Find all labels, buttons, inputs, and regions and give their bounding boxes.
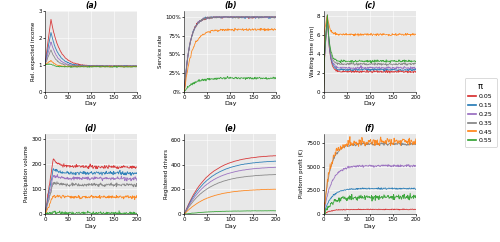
Title: (d): (d) [85,124,98,133]
Title: (b): (b) [224,1,236,10]
X-axis label: Day: Day [85,101,98,106]
X-axis label: Day: Day [224,224,236,229]
Title: (a): (a) [85,1,97,10]
X-axis label: Day: Day [364,101,376,106]
Y-axis label: Waiting time (min): Waiting time (min) [310,25,315,77]
Title: (c): (c) [364,1,376,10]
Y-axis label: Participation volume: Participation volume [24,145,29,202]
Y-axis label: Service rate: Service rate [158,35,164,68]
Title: (e): (e) [224,124,236,133]
Y-axis label: Platform profit (€): Platform profit (€) [300,149,304,198]
Y-axis label: Registered drivers: Registered drivers [164,149,168,199]
Title: (f): (f) [364,124,375,133]
Legend: 0.05, 0.15, 0.25, 0.35, 0.45, 0.55: 0.05, 0.15, 0.25, 0.35, 0.45, 0.55 [464,78,496,147]
X-axis label: Day: Day [224,101,236,106]
X-axis label: Day: Day [364,224,376,229]
Y-axis label: Rel. expected income: Rel. expected income [31,22,36,81]
X-axis label: Day: Day [85,224,98,229]
